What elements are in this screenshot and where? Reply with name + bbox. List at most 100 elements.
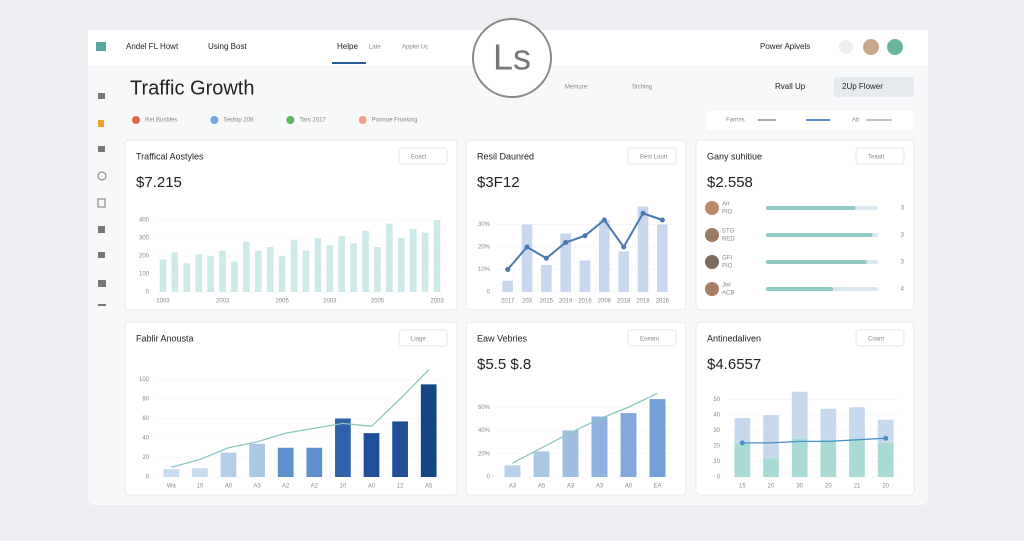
view-label[interactable]: 2Up Flower: [842, 82, 883, 91]
icon[interactable]: [839, 40, 853, 54]
x-tick-label: 21: [854, 484, 861, 490]
avatar: [705, 228, 719, 242]
bar: [195, 254, 202, 292]
filter[interactable]: Menture:: [565, 85, 589, 91]
y-tick-label: 0: [146, 475, 150, 481]
bar: [163, 469, 180, 477]
progress-bar: [766, 206, 856, 210]
legend-dot: [358, 116, 367, 124]
panel-button[interactable]: [398, 147, 448, 165]
y-tick-label: 20%: [478, 245, 491, 251]
tab-underline: [332, 62, 366, 64]
bar-segment: [791, 391, 808, 439]
row-sub: ACB: [722, 291, 734, 297]
line-point: [659, 217, 665, 223]
bar: [363, 433, 380, 477]
row-sub: PIO: [722, 210, 733, 216]
bar-segment: [734, 418, 751, 443]
y-tick-label: 20: [713, 444, 720, 450]
legend-label: Ret Busbles: [145, 118, 177, 124]
brand: Andel FL Howt: [126, 42, 179, 51]
line: [512, 392, 658, 464]
progress-bar: [766, 233, 873, 237]
range[interactable]: Rvall Up: [775, 82, 806, 91]
bar: [398, 238, 405, 292]
sidebar-icon[interactable]: [98, 252, 105, 258]
x-tick-label: A3: [567, 484, 575, 490]
panel-value: $3F12: [477, 174, 520, 191]
panel-button-label[interactable]: Liage: [411, 337, 426, 343]
sidebar-icon[interactable]: [97, 171, 107, 181]
bar-segment: [763, 415, 779, 459]
panel-title: Fablir Anousta: [136, 333, 194, 343]
bar: [533, 451, 550, 477]
panel-button-label[interactable]: Coant: [868, 337, 884, 343]
sidebar-icon[interactable]: [98, 93, 105, 99]
row-label: STG: [722, 229, 735, 235]
bar: [306, 447, 323, 477]
avatar: [705, 282, 719, 296]
y-tick-label: 30%: [478, 222, 491, 228]
row-label: Arr: [722, 202, 730, 208]
bar: [183, 263, 191, 292]
panel-value: $2.558: [707, 174, 753, 191]
bar: [231, 261, 238, 292]
bar: [302, 250, 310, 292]
sidebar-icon[interactable]: [98, 226, 105, 233]
tab[interactable]: Helpe: [337, 42, 358, 51]
bar: [335, 418, 351, 477]
bar: [243, 241, 250, 292]
x-tick-label: 2008: [598, 299, 612, 305]
panel-button[interactable]: [627, 329, 677, 347]
y-tick-label: 10%: [478, 267, 491, 273]
sidebar-icon[interactable]: [98, 304, 106, 306]
bar: [657, 224, 668, 292]
panel-button-label[interactable]: Teaatt: [868, 155, 885, 161]
panel-button[interactable]: [627, 147, 677, 165]
x-tick-label: 10: [340, 484, 347, 490]
x-tick-label: 2003: [430, 299, 444, 305]
bar: [266, 247, 274, 292]
x-tick-label: 2018: [617, 299, 631, 305]
panel-button-label[interactable]: Best Lourt: [640, 155, 668, 161]
panel-button[interactable]: [855, 147, 905, 165]
view-button[interactable]: [834, 77, 914, 97]
sidebar-icon[interactable]: [98, 120, 104, 127]
x-tick-label: 2005: [275, 299, 289, 305]
panel-button[interactable]: [855, 329, 905, 347]
panel-title: Traffical Aostyles: [136, 151, 204, 161]
bar: [560, 233, 571, 292]
y-tick-label: 60: [142, 416, 149, 422]
panel-button-label[interactable]: Eoact: [411, 155, 427, 161]
x-tick-label: A2: [311, 484, 319, 490]
x-tick-label: A5: [538, 484, 546, 490]
bar-segment: [877, 419, 894, 443]
x-tick-label: A3: [253, 484, 261, 490]
page-title: Traffic Growth: [130, 77, 254, 99]
avatar[interactable]: [863, 39, 879, 55]
panel-button-label[interactable]: Eoeant: [640, 337, 659, 343]
search[interactable]: Stching: [632, 85, 652, 91]
row-count: 4: [901, 287, 905, 293]
tab[interactable]: Applet Uc: [402, 45, 428, 51]
tab[interactable]: Late: [369, 45, 381, 51]
x-tick-label: 2019: [559, 299, 573, 305]
nav-menu[interactable]: Using Bost: [208, 42, 247, 51]
action[interactable]: Power Apivels: [760, 42, 810, 51]
sidebar-icon[interactable]: [97, 198, 106, 208]
bar: [504, 465, 521, 477]
panel-button[interactable]: [398, 329, 448, 347]
bar: [192, 468, 208, 477]
sidebar-icon[interactable]: [98, 280, 106, 287]
avatar[interactable]: [887, 39, 903, 55]
panel-value: $5.5 $.8: [477, 356, 531, 373]
row-count: 3: [901, 233, 905, 239]
x-tick-label: 2005: [371, 299, 385, 305]
sidebar-icon[interactable]: [98, 146, 105, 152]
legend-right: Farrins: [726, 118, 745, 124]
menu-icon: [96, 42, 106, 51]
y-tick-label: 80: [142, 397, 149, 403]
panel-title: Antinedaliven: [707, 333, 761, 343]
bar: [171, 252, 179, 292]
y-tick-label: 100: [139, 272, 150, 278]
